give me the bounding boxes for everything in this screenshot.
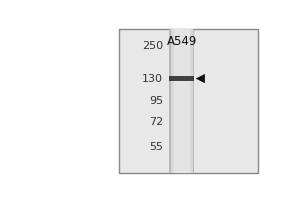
Bar <box>173 29 190 173</box>
Text: 95: 95 <box>149 96 163 106</box>
Text: 130: 130 <box>142 74 163 84</box>
Text: A549: A549 <box>167 35 197 48</box>
Polygon shape <box>196 74 205 83</box>
Text: 250: 250 <box>142 41 163 51</box>
Text: 55: 55 <box>149 142 163 152</box>
Bar <box>171 29 193 173</box>
Text: 72: 72 <box>149 117 163 127</box>
Bar <box>169 29 194 173</box>
Bar <box>119 29 258 173</box>
Bar <box>169 76 194 81</box>
